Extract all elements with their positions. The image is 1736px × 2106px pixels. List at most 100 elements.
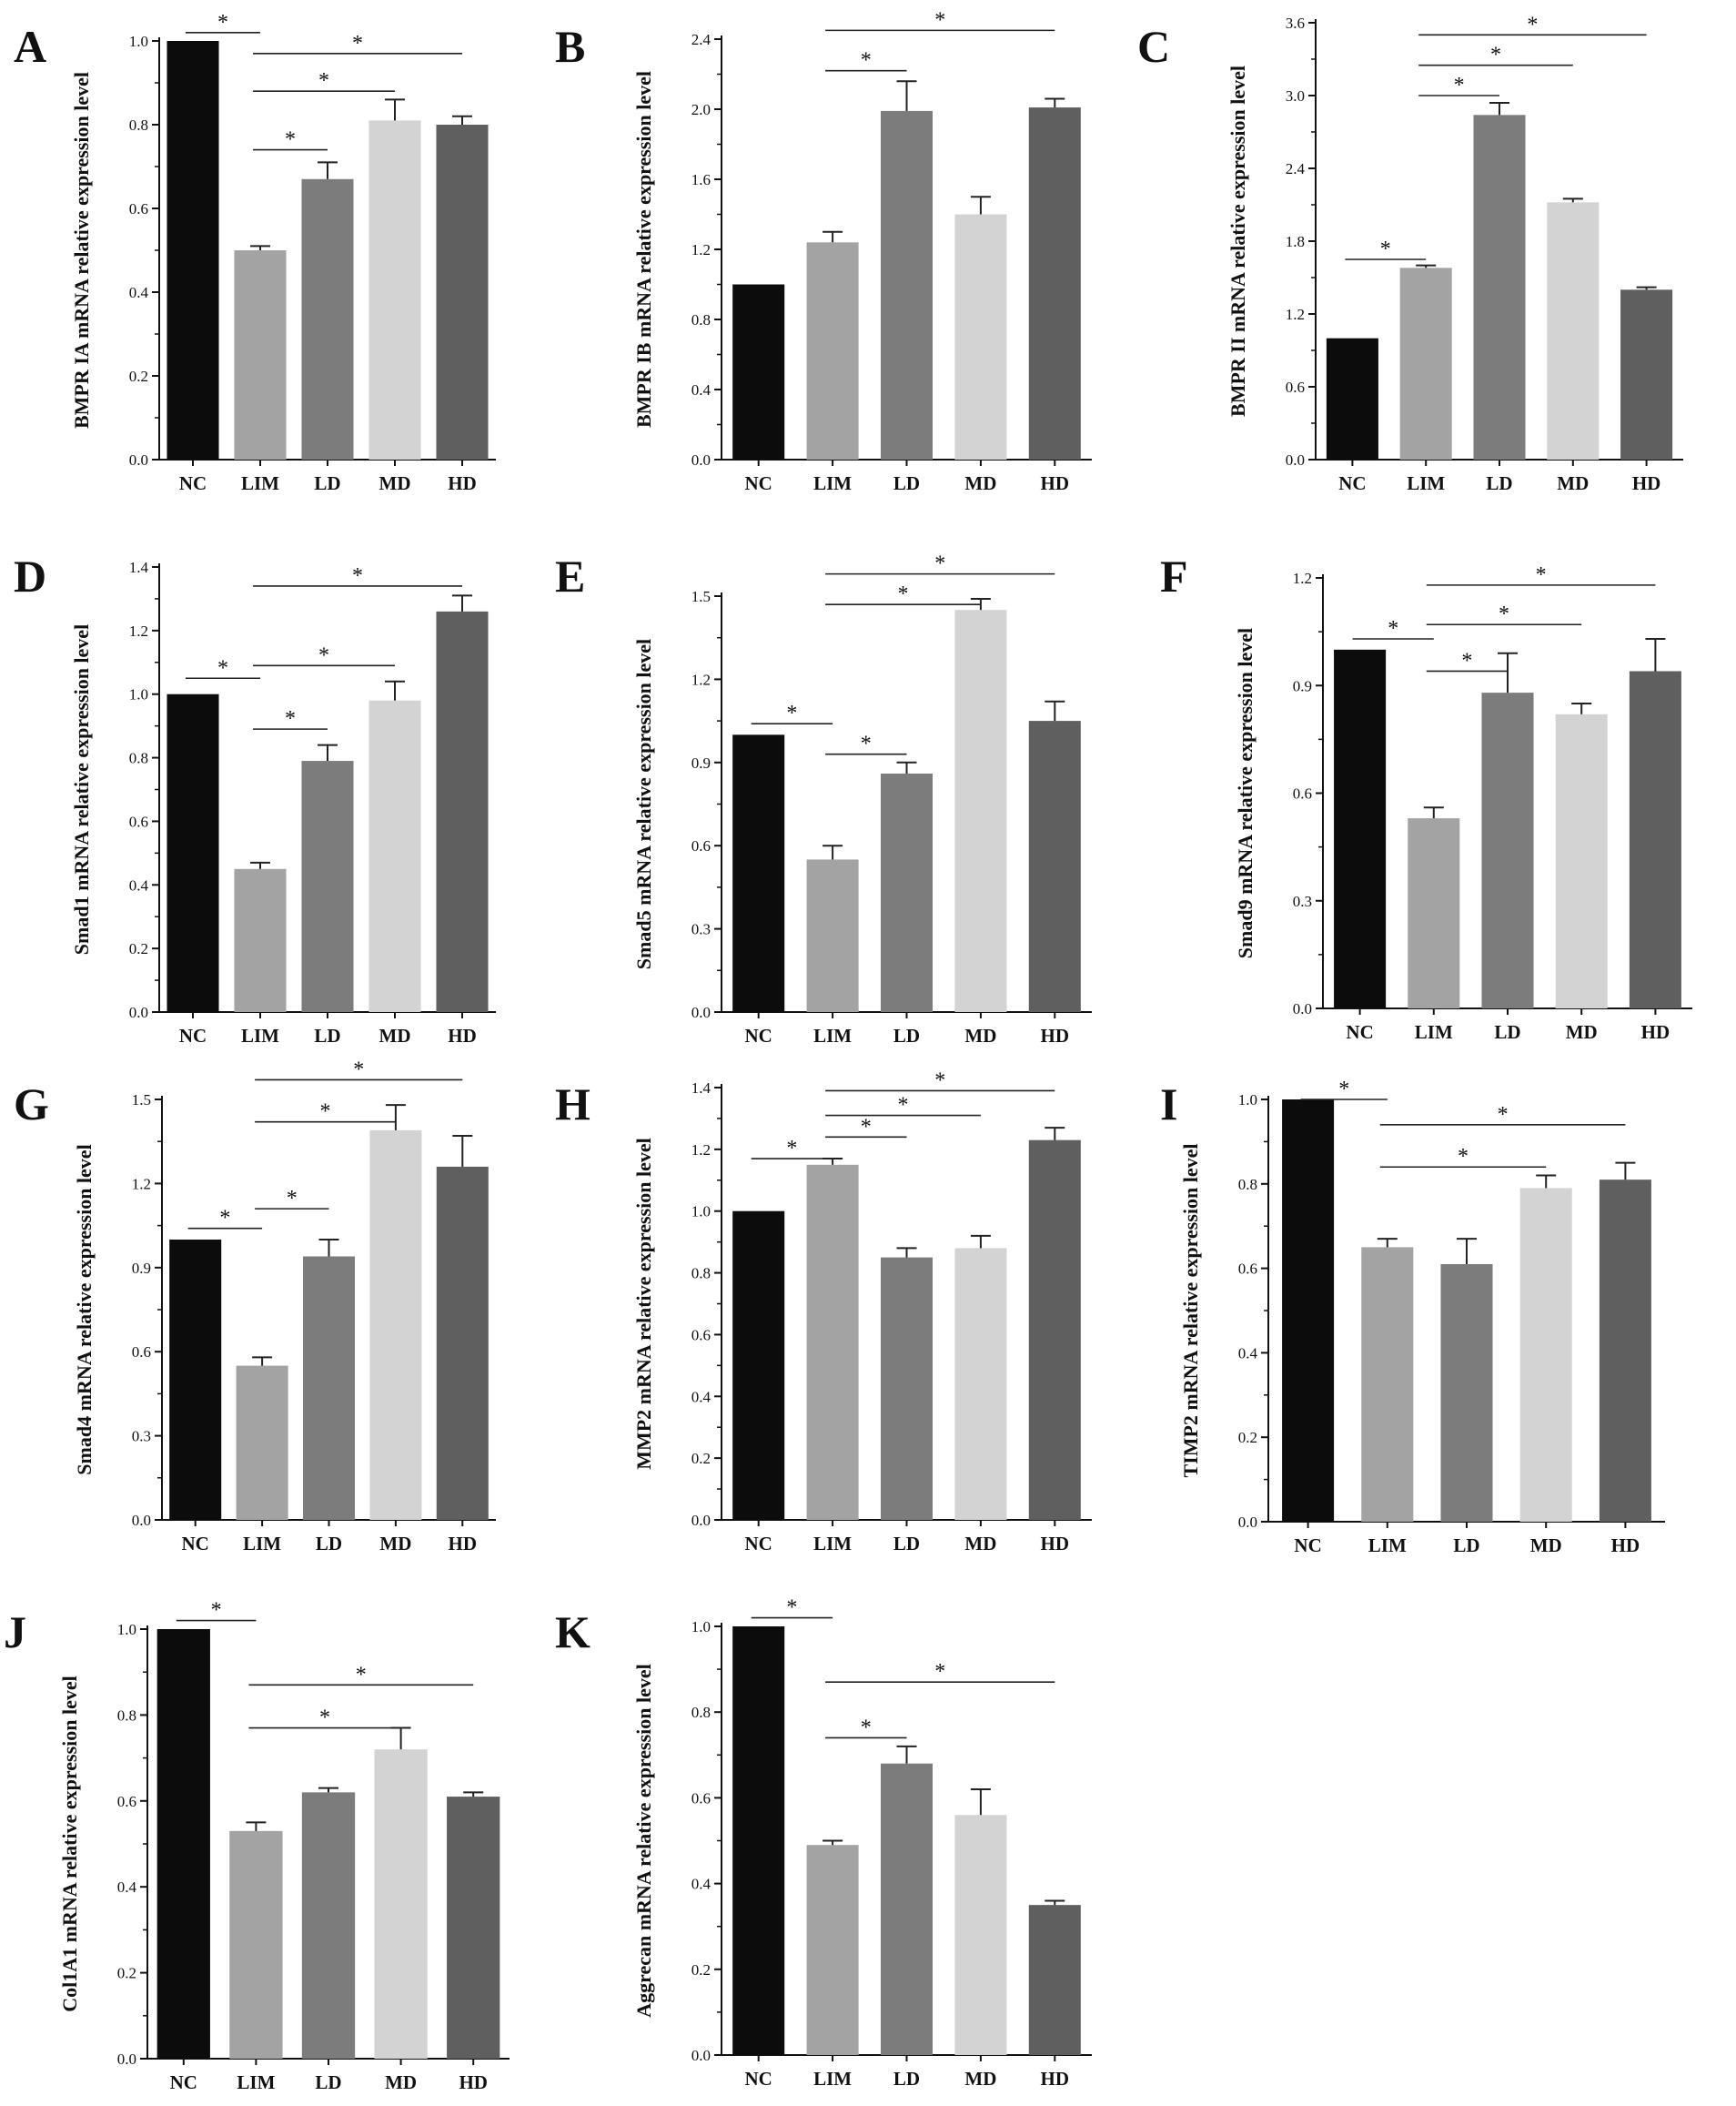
- y-tick-label: 0.9: [691, 754, 711, 772]
- y-tick-label: 1.0: [129, 686, 148, 704]
- y-axis-label: Smad5 mRNA relative expression level: [632, 639, 655, 969]
- bar-md: [369, 1129, 422, 1520]
- panel-letter: J: [4, 1606, 26, 1657]
- bar-lim: [1361, 1247, 1414, 1522]
- significance-star: *: [1458, 1145, 1469, 1169]
- bar-hd: [1629, 671, 1681, 1008]
- bar-ld: [880, 1257, 934, 1520]
- chart-panel-f: F Smad9 mRNA relative expression level 0.0…: [1160, 551, 1692, 1043]
- y-tick-label: 0.2: [129, 368, 148, 385]
- y-tick-label: 1.0: [117, 1621, 136, 1638]
- x-category-label: HD: [448, 1025, 477, 1047]
- significance-star: *: [353, 1058, 364, 1081]
- y-tick-label: 0.8: [117, 1706, 136, 1724]
- y-tick-label: 0.2: [129, 940, 148, 957]
- bar-nc: [167, 694, 219, 1012]
- x-category-label: LD: [314, 1025, 340, 1047]
- x-category-label: MD: [385, 2071, 417, 2093]
- y-tick-label: 1.5: [132, 1091, 151, 1109]
- y-tick-label: 0.6: [117, 1793, 136, 1810]
- y-tick-label: 0.6: [691, 1326, 711, 1343]
- y-tick-label: 1.2: [129, 623, 148, 640]
- significance-star: *: [861, 49, 872, 73]
- y-tick-label: 0.3: [1293, 893, 1312, 910]
- y-tick-label: 0.4: [691, 1876, 712, 1893]
- panel-letter: H: [555, 1078, 590, 1129]
- x-category-label: MD: [379, 472, 411, 494]
- bar-lim: [229, 1830, 283, 2059]
- y-tick-label: 1.2: [132, 1175, 151, 1192]
- y-axis-label: TIMP2 mRNA relative expression level: [1179, 1143, 1202, 1477]
- significance-star: *: [1461, 649, 1472, 673]
- panel-letter: B: [555, 21, 585, 72]
- bar-md: [954, 1248, 1007, 1520]
- bar-lim: [1399, 268, 1452, 460]
- y-tick-label: 1.6: [691, 171, 711, 188]
- y-tick-label: 0.0: [132, 1512, 151, 1529]
- x-category-label: LIM: [813, 472, 852, 494]
- panel-letter: A: [14, 21, 46, 72]
- significance-star: *: [898, 1094, 909, 1118]
- panel-letter: C: [1137, 21, 1170, 72]
- x-category-label: LIM: [1415, 1021, 1453, 1043]
- bar-ld: [880, 773, 934, 1012]
- x-category-label: MD: [964, 1533, 996, 1554]
- y-tick-label: 1.2: [1293, 570, 1312, 587]
- bar-ld: [301, 761, 354, 1012]
- x-category-label: HD: [449, 1533, 478, 1554]
- panel-letter: K: [555, 1606, 590, 1657]
- y-tick-label: 1.0: [129, 33, 148, 50]
- y-axis-label: Smad4 mRNA relative expression level: [73, 1144, 96, 1474]
- significance-star: *: [285, 707, 296, 731]
- x-category-label: HD: [1041, 1025, 1070, 1047]
- significance-star: *: [1380, 238, 1391, 261]
- significance-star: *: [285, 128, 296, 152]
- bar-lim: [234, 868, 287, 1012]
- y-tick-label: 0.2: [117, 1965, 136, 1982]
- bar-hd: [1028, 107, 1081, 460]
- y-tick-label: 0.8: [691, 311, 711, 329]
- x-category-label: LIM: [243, 1533, 281, 1554]
- chart-panel-a: A BMPR IA mRNA relative expression level 0…: [14, 11, 496, 494]
- bar-nc: [1326, 338, 1378, 460]
- bar-ld: [1440, 1263, 1493, 1522]
- bar-ld: [880, 110, 934, 461]
- y-tick-label: 0.4: [129, 284, 149, 301]
- y-tick-label: 0.0: [1293, 1000, 1312, 1018]
- y-tick-label: 1.2: [691, 1141, 711, 1159]
- bar-hd: [1028, 721, 1081, 1012]
- significance-star: *: [287, 1187, 298, 1210]
- bar-md: [1519, 1188, 1572, 1522]
- y-tick-label: 0.8: [691, 1704, 711, 1721]
- x-category-label: LD: [1453, 1534, 1479, 1556]
- significance-star: *: [934, 552, 945, 576]
- y-tick-label: 0.6: [1238, 1261, 1257, 1278]
- y-tick-label: 2.4: [1286, 160, 1306, 177]
- significance-star: *: [861, 1716, 872, 1739]
- significance-star: *: [1388, 617, 1398, 641]
- panel-letter: I: [1160, 1078, 1177, 1129]
- y-axis-label: Smad1 mRNA relative expression level: [70, 624, 93, 955]
- bar-hd: [436, 611, 489, 1012]
- bar-lim: [806, 242, 859, 460]
- significance-star: *: [861, 733, 872, 756]
- x-category-label: MD: [1566, 1021, 1598, 1043]
- y-tick-label: 1.0: [691, 1618, 711, 1635]
- bar-md: [954, 214, 1007, 460]
- chart-panel-d: D Smad1 mRNA relative expression level 0.0…: [14, 551, 496, 1047]
- y-axis-label: BMPR IB mRNA relative expression level: [632, 71, 655, 428]
- bar-ld: [302, 1256, 356, 1520]
- bar-nc: [169, 1240, 222, 1520]
- x-category-label: HD: [1041, 2068, 1070, 2090]
- y-tick-label: 0.8: [1238, 1176, 1257, 1193]
- significance-star: *: [1490, 44, 1501, 67]
- x-category-label: LD: [1486, 472, 1512, 494]
- y-tick-label: 1.2: [691, 241, 711, 258]
- x-category-label: LD: [315, 2071, 341, 2093]
- x-category-label: LIM: [237, 2071, 275, 2093]
- y-tick-label: 0.6: [691, 837, 711, 855]
- y-tick-label: 0.4: [117, 1878, 137, 1896]
- significance-star: *: [217, 656, 228, 680]
- x-category-label: HD: [1641, 1021, 1670, 1043]
- y-tick-label: 0.4: [1238, 1344, 1258, 1362]
